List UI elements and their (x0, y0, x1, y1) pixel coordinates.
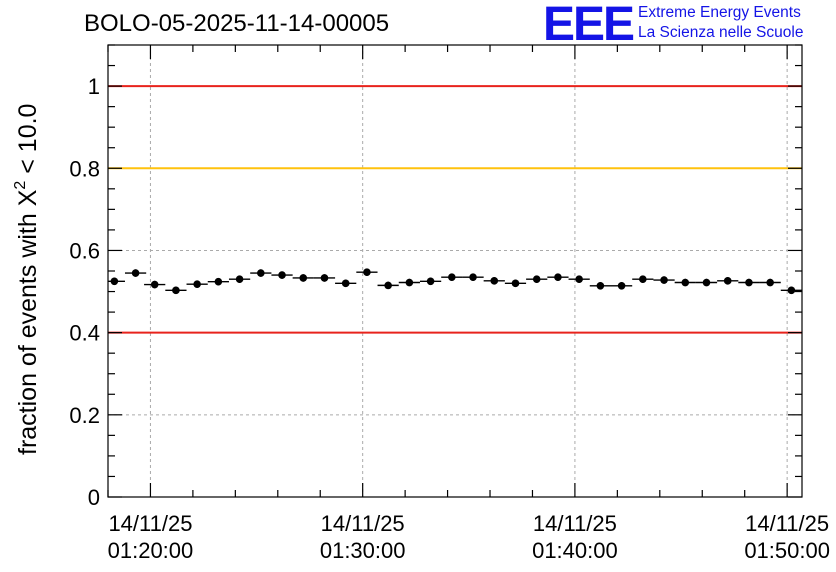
point-marker (639, 275, 647, 284)
y-tick-label: 1 (88, 74, 100, 99)
x-tick-label-date: 14/11/25 (321, 511, 405, 536)
grid-lines (108, 45, 802, 497)
data-point (759, 278, 781, 287)
point-marker (511, 279, 520, 288)
data-point (674, 278, 696, 287)
point-marker (278, 271, 286, 279)
reference-lines (108, 85, 802, 334)
point-marker (448, 273, 456, 281)
point-marker (193, 280, 201, 288)
point-marker (702, 278, 711, 287)
point-marker (681, 278, 690, 287)
data-point (695, 278, 718, 287)
x-tick-label-time: 01:30:00 (320, 538, 406, 563)
point-marker (490, 277, 499, 285)
point-marker (320, 274, 329, 282)
data-point (738, 278, 760, 287)
point-marker (405, 278, 414, 287)
data-point (483, 277, 505, 285)
tick-labels: 00.20.40.60.8114/11/2501:20:0014/11/2501… (69, 74, 830, 563)
data-point (165, 286, 187, 295)
x-tick-label-date: 14/11/25 (533, 511, 617, 536)
point-marker (214, 277, 223, 286)
data-point (250, 269, 272, 277)
x-tick-label-time: 01:40:00 (532, 538, 618, 563)
x-tick-label-date: 14/11/25 (745, 511, 829, 536)
point-marker (596, 281, 605, 290)
y-tick-label: 0.2 (69, 403, 100, 428)
y-tick-label: 0.6 (69, 238, 100, 263)
point-marker (363, 268, 371, 277)
y-tick-label: 0 (88, 485, 100, 510)
x-tick-label-time: 01:50:00 (744, 538, 830, 563)
org-subtitle: La Scienza nelle Scuole (638, 24, 804, 41)
data-point (780, 286, 802, 295)
data-point (547, 273, 569, 281)
point-marker (235, 275, 244, 284)
point-marker (617, 281, 626, 290)
point-marker (532, 275, 541, 284)
plot-frame (107, 44, 803, 498)
point-marker (299, 274, 308, 282)
data-point (462, 273, 484, 281)
axis-ticks (107, 44, 802, 498)
point-marker (341, 279, 350, 288)
y-tick-label: 0.4 (69, 321, 100, 346)
data-point (356, 268, 378, 277)
data-point (144, 280, 166, 289)
data-point (377, 281, 399, 290)
point-marker (172, 286, 180, 295)
data-point (335, 279, 357, 288)
point-marker (150, 280, 159, 289)
data-point (398, 278, 420, 287)
point-marker (723, 277, 732, 285)
point-marker (110, 277, 119, 286)
data-point (717, 277, 739, 285)
data-point (108, 277, 125, 286)
data-point (228, 275, 251, 284)
chart-title: BOLO-05-2025-11-14-00005 (84, 10, 390, 37)
data-point (504, 279, 527, 288)
eee-logo: EEE (543, 0, 635, 51)
y-axis-label: fraction of events with X2 < 10.0 (12, 104, 42, 455)
y-tick-label: 0.8 (69, 156, 100, 181)
point-marker (660, 276, 668, 284)
data-point (568, 275, 590, 284)
point-marker (131, 269, 140, 277)
point-marker (469, 273, 477, 281)
data-point (441, 273, 463, 281)
x-tick-label-time: 01:20:00 (108, 538, 194, 563)
data-point (186, 280, 208, 288)
point-marker (766, 278, 774, 287)
data-points (108, 268, 802, 295)
data-point (313, 274, 336, 282)
data-point (207, 277, 229, 286)
data-point (589, 281, 611, 290)
data-point (271, 271, 293, 279)
data-point (653, 276, 675, 284)
data-point (292, 274, 314, 282)
x-tick-label-date: 14/11/25 (108, 511, 192, 536)
data-point (632, 275, 654, 284)
org-name: Extreme Energy Events (638, 4, 801, 21)
point-marker (787, 286, 796, 295)
data-point (124, 269, 147, 277)
point-marker (384, 281, 392, 290)
data-point (419, 277, 442, 286)
point-marker (554, 273, 562, 281)
data-point (526, 275, 548, 284)
point-marker (745, 278, 753, 287)
point-marker (257, 269, 265, 277)
data-point (610, 281, 633, 290)
point-marker (426, 277, 435, 286)
point-marker (575, 275, 583, 284)
